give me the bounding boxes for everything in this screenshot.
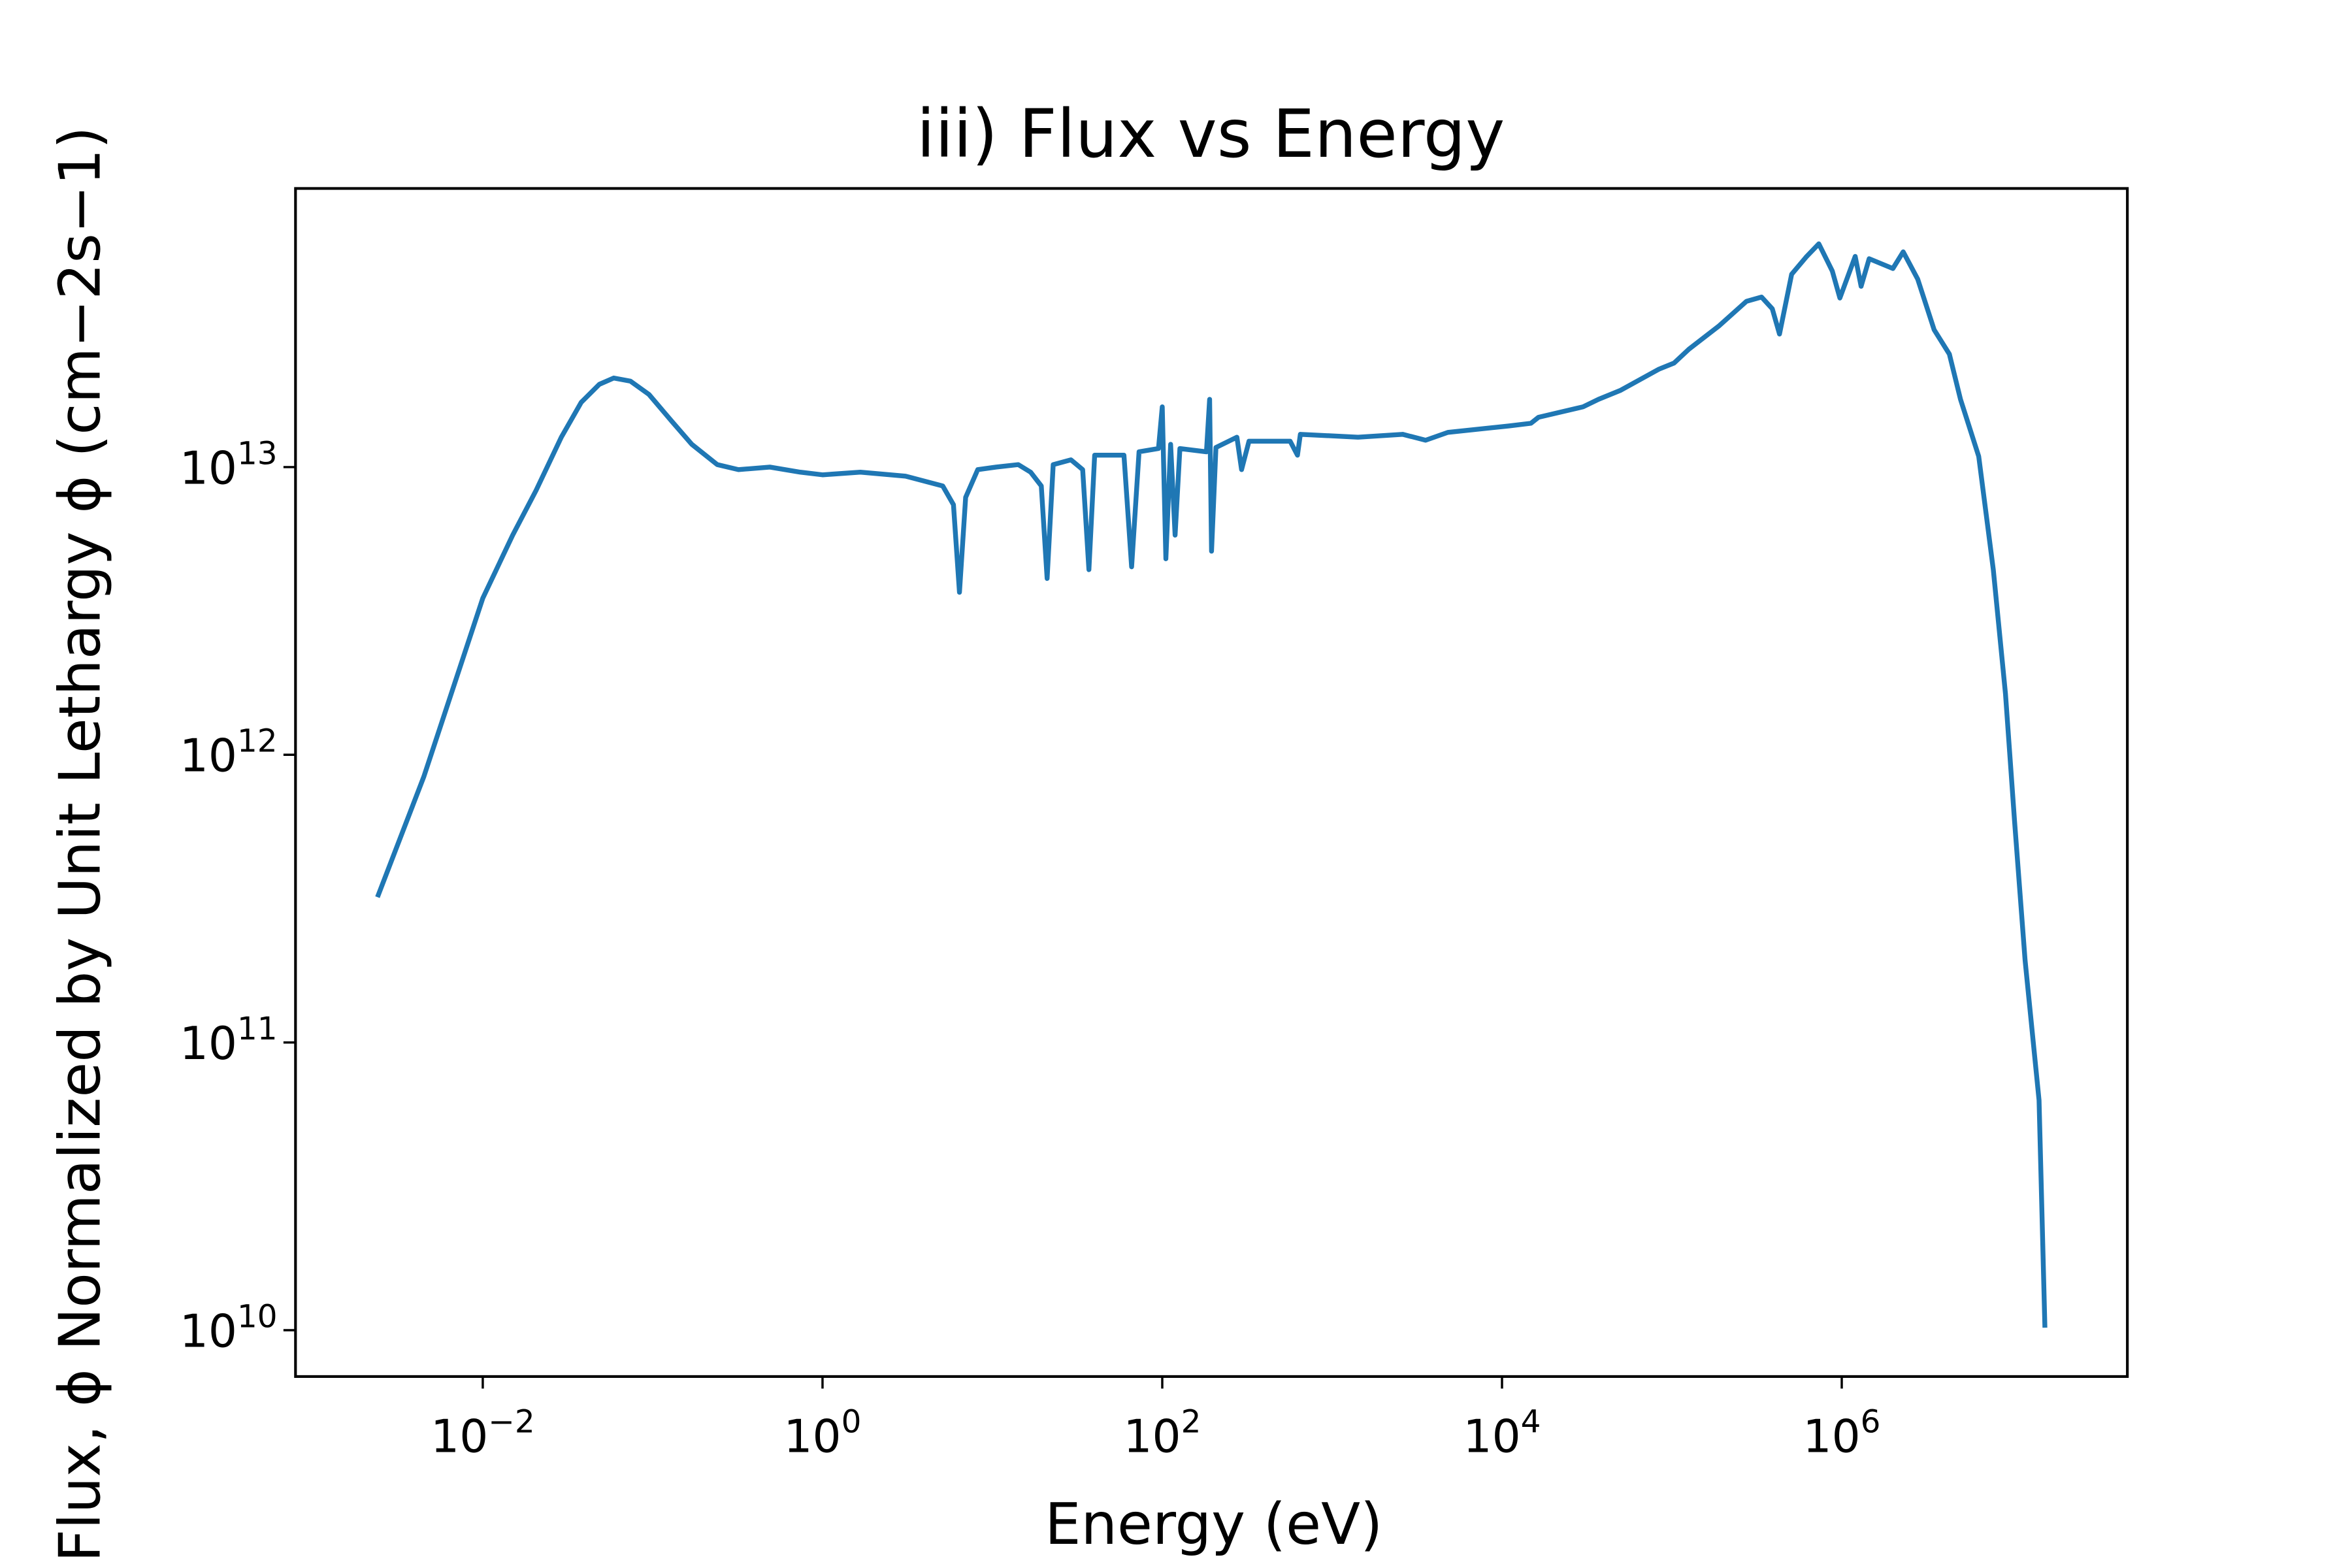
x-tick-label: 100	[783, 1403, 861, 1463]
x-tick-label: 10−2	[431, 1403, 535, 1463]
y-tick-label: 1010	[180, 1298, 278, 1358]
x-tick-label: 106	[1803, 1403, 1881, 1463]
chart-title: iii) Flux vs Energy	[917, 95, 1505, 172]
x-tick-label: 104	[1463, 1403, 1541, 1463]
x-axis-label: Energy (eV)	[1045, 1491, 1382, 1558]
y-tick-label: 1011	[180, 1011, 278, 1070]
data-line	[375, 241, 2048, 1328]
y-tick-label: 1013	[180, 435, 278, 495]
plot-frame	[294, 187, 2129, 1378]
x-tick-label: 102	[1124, 1403, 1201, 1463]
y-tick-label: 1012	[180, 723, 278, 783]
y-axis-label: Flux, ϕ Normalized by Unit Lethargy ϕ (c…	[46, 127, 113, 1563]
